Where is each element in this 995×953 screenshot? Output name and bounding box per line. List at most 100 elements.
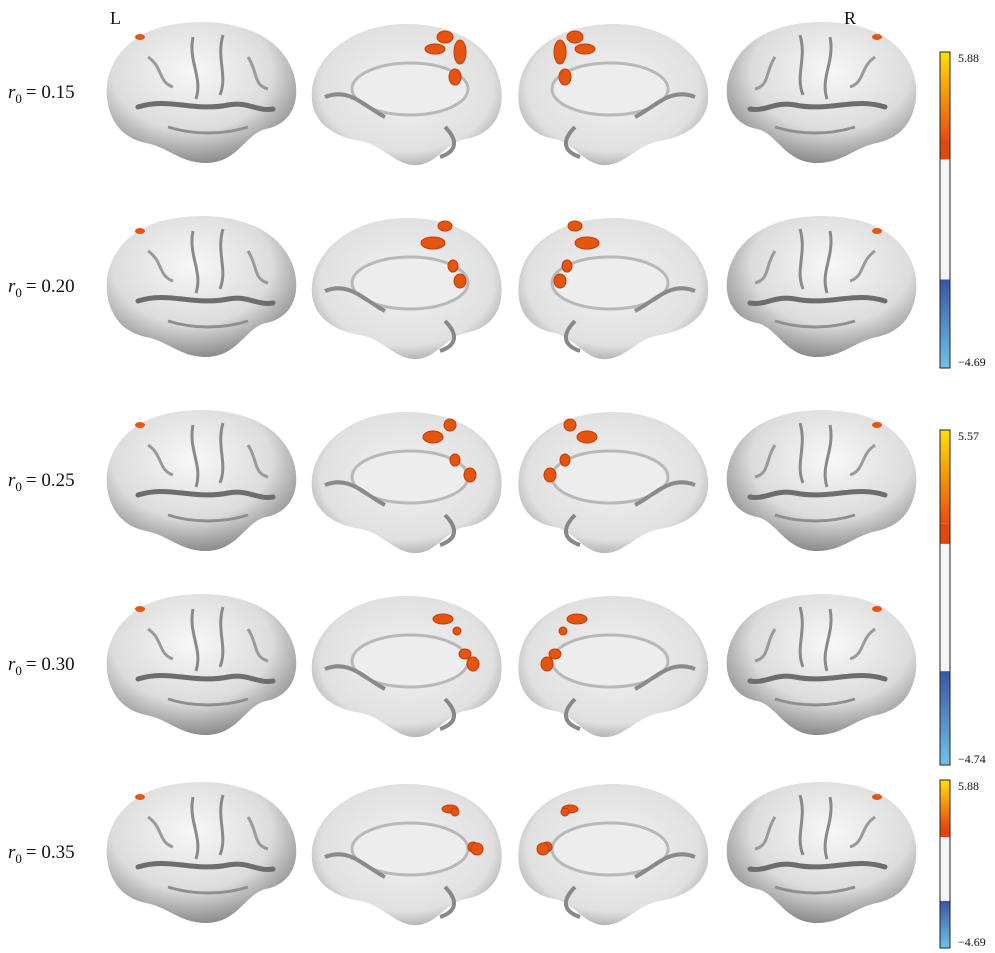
activation-blob — [540, 656, 554, 672]
row-subscript: 0 — [15, 285, 22, 300]
brain-row — [107, 594, 917, 739]
brain-surface — [727, 216, 917, 357]
brain-shape — [309, 216, 504, 361]
activation-blob — [447, 259, 459, 273]
activation-blob — [543, 467, 557, 483]
brain-surface — [516, 410, 711, 555]
left-label: L — [110, 8, 121, 28]
brain-shape — [727, 594, 917, 735]
activation-blob — [536, 842, 550, 856]
brain-shape — [107, 594, 297, 735]
activation-blob — [437, 220, 453, 232]
activation-blob — [559, 453, 571, 467]
brain-shape — [309, 782, 504, 927]
activation-blob — [563, 418, 577, 432]
activation-blob — [436, 30, 454, 44]
colorbar-min: −4.69 — [958, 935, 986, 949]
colorbar-max: 5.88 — [958, 51, 979, 65]
activation-blob — [566, 30, 584, 44]
brain-surface — [727, 410, 917, 551]
activation-blob — [553, 39, 567, 65]
row-label: r0 = 0.20 — [8, 276, 75, 300]
row-relation: = 0.35 — [26, 842, 75, 863]
row-subscript: 0 — [15, 851, 22, 866]
activation-blob — [872, 34, 882, 40]
colorbar-min: −4.74 — [958, 752, 986, 766]
activation-blob — [422, 430, 444, 444]
colorbar-frame — [939, 51, 951, 369]
row-label: r0 = 0.35 — [8, 842, 75, 866]
colorbar-cool — [940, 671, 950, 765]
colorbar-cool — [940, 900, 950, 948]
activation-blob — [432, 613, 454, 625]
brain-surface — [516, 594, 711, 739]
activation-blob — [558, 68, 572, 86]
brain-shape — [727, 216, 917, 357]
row-symbol: r — [8, 470, 16, 491]
activation-blob — [443, 418, 457, 432]
activation-blob — [453, 273, 467, 289]
row-label: r0 = 0.15 — [8, 82, 75, 106]
row-symbol: r — [8, 82, 16, 103]
brain-surface — [309, 594, 504, 739]
colorbar: 5.57 −4.74 — [939, 429, 986, 766]
brain-surface — [309, 216, 504, 361]
activation-blob — [561, 259, 573, 273]
activation-blob — [424, 43, 446, 55]
row-relation: = 0.15 — [26, 82, 75, 103]
row-symbol: r — [8, 276, 16, 297]
brain-surface — [107, 782, 297, 923]
activation-blob — [872, 606, 882, 612]
brain-surface — [727, 22, 917, 163]
colorbar-max: 5.88 — [958, 779, 979, 793]
brain-shape — [516, 216, 711, 361]
right-label: R — [844, 8, 856, 28]
row-subscript: 0 — [15, 663, 22, 678]
brain-shape — [727, 410, 917, 551]
activation-blob — [560, 807, 570, 817]
row-relation: = 0.30 — [26, 654, 75, 675]
brain-shape — [107, 216, 297, 357]
colorbar-warm — [940, 780, 950, 828]
activation-blob — [567, 220, 583, 232]
activation-blob — [872, 422, 882, 428]
colorbar-frame — [939, 779, 951, 949]
brain-surface — [107, 22, 297, 163]
brain-row — [107, 22, 917, 167]
activation-blob — [452, 626, 462, 636]
colorbar-neutral — [940, 837, 950, 901]
activation-blob — [872, 228, 882, 234]
brain-shape — [516, 410, 711, 555]
brain-surface — [107, 594, 297, 735]
activation-blob — [420, 236, 446, 250]
brain-surface — [516, 22, 711, 167]
colorbar-frame — [939, 429, 951, 766]
brain-surface — [107, 216, 297, 357]
activation-blob — [466, 656, 480, 672]
activation-blob — [135, 794, 145, 800]
colorbar-orange — [940, 827, 950, 838]
activation-blob — [566, 613, 588, 625]
brain-shape — [107, 782, 297, 923]
brain-surface — [107, 410, 297, 551]
row-symbol: r — [8, 842, 16, 863]
colorbar-max: 5.57 — [958, 429, 979, 443]
activation-blob — [574, 43, 596, 55]
activation-blob — [135, 606, 145, 612]
activation-blob — [449, 453, 461, 467]
colorbar-warm — [940, 52, 950, 141]
activation-blob — [553, 273, 567, 289]
brain-shape — [309, 22, 504, 167]
activation-blob — [558, 626, 568, 636]
activation-blob — [453, 39, 467, 65]
brain-surface — [309, 782, 504, 927]
brain-shape — [107, 22, 297, 163]
row-subscript: 0 — [15, 479, 22, 494]
colorbar-orange — [940, 140, 950, 160]
row-relation: = 0.20 — [26, 276, 75, 297]
brain-row — [107, 216, 917, 361]
brain-row — [107, 782, 917, 927]
